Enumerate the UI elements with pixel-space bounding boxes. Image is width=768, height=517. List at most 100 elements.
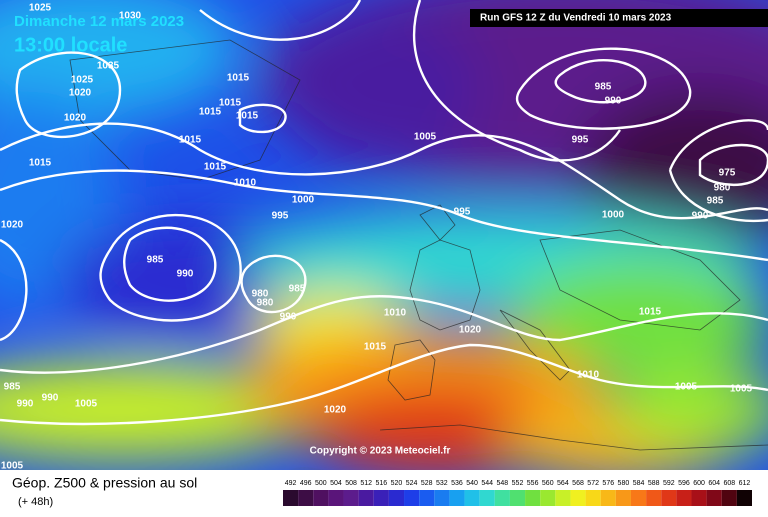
isobar-label: 1005 [730, 384, 753, 395]
isobar-label: 1015 [179, 135, 202, 146]
scale-label: 492 [285, 480, 297, 487]
scale-label: 544 [481, 480, 493, 487]
isobar-label: 990 [42, 393, 59, 404]
scale-swatch [736, 490, 752, 506]
scale-label: 520 [391, 480, 403, 487]
isobar-label: 995 [454, 207, 471, 218]
scale-swatch [615, 490, 631, 506]
isobar-label: 995 [272, 211, 289, 222]
z500-field [0, 0, 768, 480]
scale-swatch [434, 490, 450, 506]
scale-label: 596 [678, 480, 690, 487]
scale-swatch [404, 490, 420, 506]
scale-label: 540 [466, 480, 478, 487]
scale-swatch [600, 490, 616, 506]
isobar-label: 1025 [71, 75, 94, 86]
isobar-label: 985 [595, 82, 612, 93]
scale-swatch [661, 490, 677, 506]
scale-swatch [373, 490, 389, 506]
isobar-label: 995 [572, 135, 589, 146]
scale-swatch [525, 490, 541, 506]
isobar-label: 1020 [324, 405, 347, 416]
isobar-label: 990 [17, 399, 34, 410]
isobar-label: 1020 [459, 325, 482, 336]
scale-swatch [283, 490, 299, 506]
isobar-label: 1015 [204, 162, 227, 173]
forecast-time: 13:00 locale [14, 34, 127, 56]
scale-swatch [721, 490, 737, 506]
scale-label: 564 [557, 480, 569, 487]
isobar-label: 1015 [227, 73, 250, 84]
scale-label: 496 [300, 480, 312, 487]
isobar-label: 1005 [414, 132, 437, 143]
isobar-label: 1010 [384, 308, 407, 319]
isobar-label: 1010 [577, 370, 600, 381]
color-scale: 492 496 500 504 508 512 516 520 524 528 532 536 540 5… [283, 480, 752, 506]
scale-label: 572 [587, 480, 599, 487]
isobar-label: 1020 [69, 88, 92, 99]
scale-label: 500 [315, 480, 327, 487]
scale-swatch [419, 490, 435, 506]
isobar-label: 1015 [364, 342, 387, 353]
scale-label: 508 [345, 480, 357, 487]
scale-swatch [509, 490, 526, 506]
scale-swatch [388, 490, 405, 506]
isobar-label: 1025 [29, 3, 52, 14]
scale-label: 548 [497, 480, 509, 487]
scale-swatch [540, 490, 556, 506]
scale-label: 536 [451, 480, 463, 487]
scale-swatch [343, 490, 359, 506]
isobar-label: 980 [257, 298, 274, 309]
scale-swatch [585, 490, 601, 506]
scale-label: 504 [330, 480, 342, 487]
isobar-label: 1020 [1, 220, 24, 231]
isobar-label: 985 [4, 382, 21, 393]
coastlines [69, 39, 768, 451]
scale-label: 604 [708, 480, 720, 487]
scale-swatch [313, 490, 329, 506]
scale-label: 556 [527, 480, 539, 487]
isobar-label: 980 [252, 289, 269, 300]
copyright: Copyright © 2023 Meteociel.fr [310, 446, 451, 457]
isobar-label: 1005 [1, 461, 24, 472]
isobar-label: 1015 [639, 307, 662, 318]
scale-label: 576 [602, 480, 614, 487]
isobar-label: 990 [605, 96, 622, 107]
scale-swatch [706, 490, 722, 506]
run-info: Run GFS 12 Z du Vendredi 10 mars 2023 [480, 13, 672, 24]
scale-label: 588 [648, 480, 660, 487]
isobar-label: 1000 [602, 210, 625, 221]
isobar-label: 1035 [97, 61, 120, 72]
isobar-label: 1000 [292, 195, 315, 206]
scale-label: 532 [436, 480, 448, 487]
scale-label: 512 [360, 480, 372, 487]
isobar-label: 1030 [119, 11, 142, 22]
scale-label: 560 [542, 480, 554, 487]
isobar-label: 990 [692, 211, 709, 222]
scale-swatch [298, 490, 314, 506]
isobar-label: 990 [280, 312, 297, 323]
isobar-label: 975 [719, 168, 736, 179]
scale-label: 584 [633, 480, 645, 487]
isobar-label: 1005 [675, 382, 698, 393]
scale-label: 516 [375, 480, 387, 487]
isobar-label: 1005 [75, 399, 98, 410]
isobar-label: 1015 [219, 98, 242, 109]
run-banner [470, 9, 768, 27]
scale-swatch [464, 490, 480, 506]
scale-swatch [630, 490, 647, 506]
scale-label: 600 [693, 480, 705, 487]
isobar-label: 985 [707, 196, 724, 207]
isobar-label: 985 [289, 284, 306, 295]
isobar-label: 1020 [64, 113, 87, 124]
scale-swatch [676, 490, 692, 506]
scale-swatch [328, 490, 344, 506]
isobar-label: 980 [714, 183, 731, 194]
scale-label: 524 [406, 480, 418, 487]
scale-label: 608 [723, 480, 735, 487]
scale-label: 580 [618, 480, 630, 487]
scale-label: 528 [421, 480, 433, 487]
scale-swatch [691, 490, 707, 506]
scale-label: 552 [512, 480, 524, 487]
